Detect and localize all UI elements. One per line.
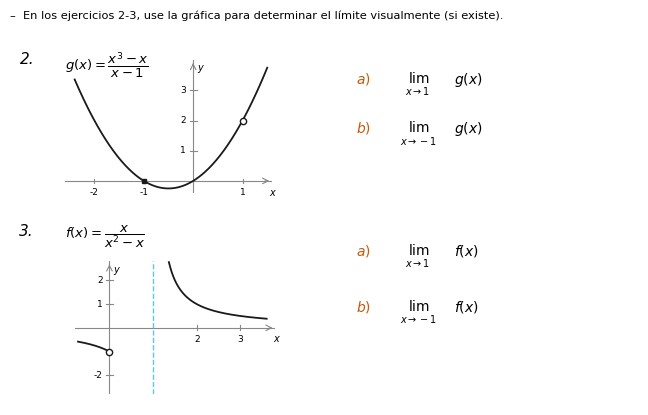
- Text: $g(x)$: $g(x)$: [454, 120, 482, 138]
- Text: $x \to 1$: $x \to 1$: [405, 257, 430, 269]
- Text: 3: 3: [180, 86, 186, 95]
- Text: $g(x)$: $g(x)$: [454, 71, 482, 88]
- Text: 2: 2: [194, 335, 200, 344]
- Text: 3: 3: [238, 335, 244, 344]
- Text: 3.: 3.: [19, 224, 34, 239]
- Text: y: y: [113, 265, 119, 275]
- Text: $a)$: $a)$: [356, 71, 371, 87]
- Text: $x \to -1$: $x \to -1$: [400, 135, 437, 147]
- Text: $\lim$: $\lim$: [408, 71, 430, 85]
- Text: -2: -2: [94, 371, 103, 380]
- Text: y: y: [197, 63, 203, 73]
- Text: 1: 1: [180, 146, 186, 155]
- Text: $b)$: $b)$: [356, 120, 371, 137]
- Text: 2: 2: [180, 116, 186, 125]
- Text: $b)$: $b)$: [356, 299, 371, 315]
- Text: $\lim$: $\lim$: [408, 120, 430, 135]
- Text: 2: 2: [97, 276, 103, 285]
- Text: x: x: [270, 188, 275, 198]
- Text: $\lim$: $\lim$: [408, 299, 430, 314]
- Text: $x \to 1$: $x \to 1$: [405, 85, 430, 97]
- Text: -1: -1: [139, 188, 148, 197]
- Text: $g(x) = \dfrac{x^3 - x}{x - 1}$: $g(x) = \dfrac{x^3 - x}{x - 1}$: [65, 50, 148, 80]
- Text: $\lim$: $\lim$: [408, 243, 430, 258]
- Text: x: x: [273, 334, 279, 344]
- Text: 1: 1: [240, 188, 246, 197]
- Text: 2.: 2.: [19, 52, 34, 67]
- Text: –  En los ejercicios 2-3, use la gráfica para determinar el límite visualmente (: – En los ejercicios 2-3, use la gráfica …: [10, 10, 503, 21]
- Text: $a)$: $a)$: [356, 243, 371, 259]
- Text: -2: -2: [90, 188, 99, 197]
- Text: $f(x)$: $f(x)$: [454, 299, 478, 315]
- Text: $f(x)$: $f(x)$: [454, 243, 478, 259]
- Text: $x \to -1$: $x \to -1$: [400, 313, 437, 325]
- Text: 1: 1: [97, 300, 103, 309]
- Text: $f(x) = \dfrac{x}{x^2 - x}$: $f(x) = \dfrac{x}{x^2 - x}$: [65, 223, 145, 249]
